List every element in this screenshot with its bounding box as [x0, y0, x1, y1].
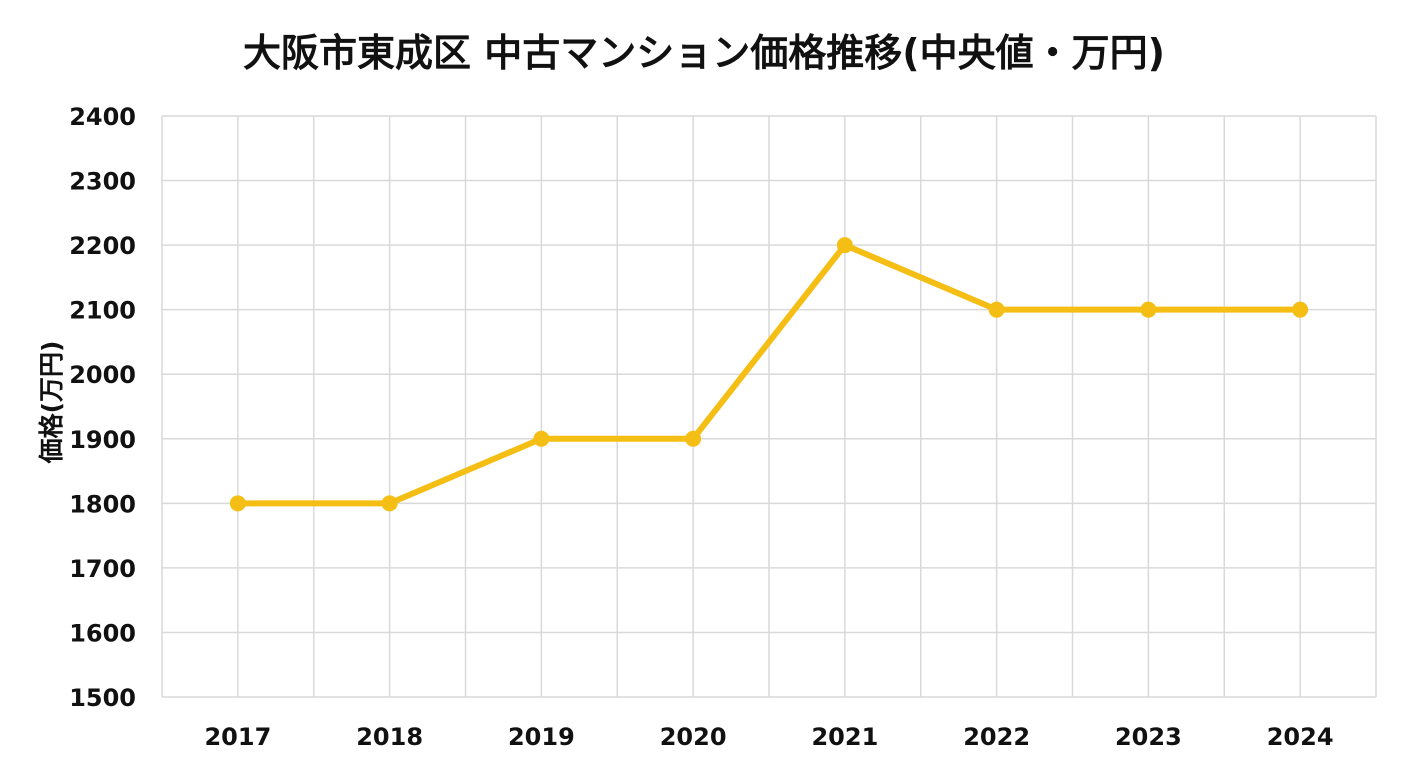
- y-tick-label: 2200: [69, 232, 136, 260]
- y-tick-label: 2100: [69, 297, 136, 325]
- y-tick-label: 2300: [69, 168, 136, 196]
- x-tick-label: 2024: [1267, 723, 1334, 751]
- x-tick-label: 2022: [963, 723, 1030, 751]
- x-axis-ticks: 2017 2018 2019 2020 2021 2022 2023 2024: [204, 723, 1333, 751]
- data-point: [533, 430, 550, 447]
- data-point: [988, 301, 1005, 318]
- y-tick-label: 1800: [69, 490, 136, 518]
- series-line: [234, 242, 1304, 507]
- data-point: [836, 237, 853, 254]
- y-tick-label: 2400: [69, 103, 136, 131]
- chart-title: 大阪市東成区 中古マンション価格推移(中央値・万円): [243, 31, 1165, 75]
- x-tick-label: 2019: [508, 723, 575, 751]
- y-tick-label: 2000: [69, 361, 136, 389]
- y-tick-label: 1600: [69, 619, 136, 647]
- y-axis-ticks: 1500 1600 1700 1800 1900 2000 2100 2200 2300 2400: [69, 103, 136, 712]
- y-tick-label: 1700: [69, 555, 136, 583]
- x-tick-label: 2021: [811, 723, 878, 751]
- y-tick-label: 1500: [69, 684, 136, 712]
- data-point: [1140, 301, 1157, 318]
- series: [229, 237, 1309, 512]
- data-point: [229, 495, 246, 512]
- x-tick-label: 2020: [660, 723, 727, 751]
- x-tick-label: 2017: [204, 723, 271, 751]
- grid: [161, 115, 1377, 698]
- data-point: [381, 495, 398, 512]
- data-point: [1292, 301, 1309, 318]
- x-tick-label: 2018: [356, 723, 423, 751]
- y-tick-label: 1900: [69, 426, 136, 454]
- data-point: [685, 430, 702, 447]
- x-tick-label: 2023: [1115, 723, 1182, 751]
